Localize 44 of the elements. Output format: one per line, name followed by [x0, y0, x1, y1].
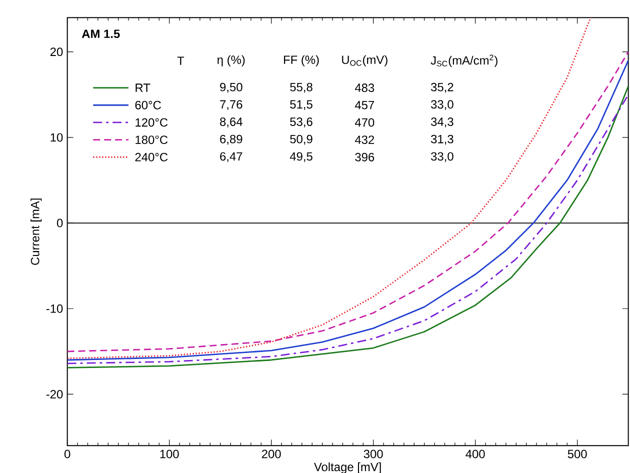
legend-label: RT — [136, 84, 150, 92]
legend-label: 240°C — [135, 152, 168, 162]
annotation: 6,47 — [220, 152, 242, 162]
line-series — [67, 18, 592, 359]
annotation: 49,5 — [290, 152, 312, 162]
legend-label: 120°C — [136, 118, 168, 127]
annotation: 6,89 — [220, 134, 242, 145]
legend-title: AM 1.5 — [82, 30, 120, 38]
y-axis-title: Current [mA] — [30, 198, 42, 265]
x-tick-label: 500 — [568, 450, 587, 458]
annotation: 483 — [354, 84, 374, 92]
annotation: 457 — [354, 100, 374, 110]
x-tick-label: 0 — [64, 450, 70, 458]
y-tick-label: -10 — [46, 304, 63, 313]
annotation: 31,3 — [431, 134, 454, 145]
annotation: 55,8 — [290, 82, 312, 93]
annotation: 8,64 — [220, 118, 242, 128]
annotation: 7,76 — [220, 100, 242, 110]
legend-label: 60°C — [135, 100, 161, 110]
annotation: 34,3 — [431, 118, 454, 128]
x-tick-label: 400 — [466, 450, 485, 458]
x-tick-label: 200 — [262, 450, 281, 458]
annotation: 51,5 — [290, 100, 312, 110]
legend-label: 180°C — [136, 136, 168, 144]
annotation: 35,2 — [431, 82, 454, 93]
y-tick-label: 20 — [50, 48, 63, 56]
annotation: 432 — [354, 136, 374, 144]
y-tick-label: 10 — [50, 133, 63, 142]
x-tick-label: 300 — [364, 450, 383, 458]
annotation: 396 — [355, 152, 374, 162]
annotation: 9,50 — [220, 82, 242, 93]
annotation: η (%) — [217, 55, 245, 66]
annotation: 33,0 — [431, 152, 454, 162]
annotation: 33,0 — [431, 100, 454, 110]
annotation: J$_{SC}$(mA/cm$^{2}$) — [430, 54, 498, 68]
annotation: T — [177, 56, 184, 65]
annotation: 50,9 — [290, 134, 312, 145]
x-tick-label: 100 — [160, 450, 179, 458]
annotation: FF (%) — [284, 55, 319, 66]
annotation: 53,6 — [290, 118, 312, 128]
annotation: 470 — [354, 118, 374, 127]
annotation: U$_{OC}$(mV) — [342, 55, 388, 66]
y-tick-label: -20 — [46, 390, 63, 398]
y-tick-label: 0 — [56, 218, 63, 228]
